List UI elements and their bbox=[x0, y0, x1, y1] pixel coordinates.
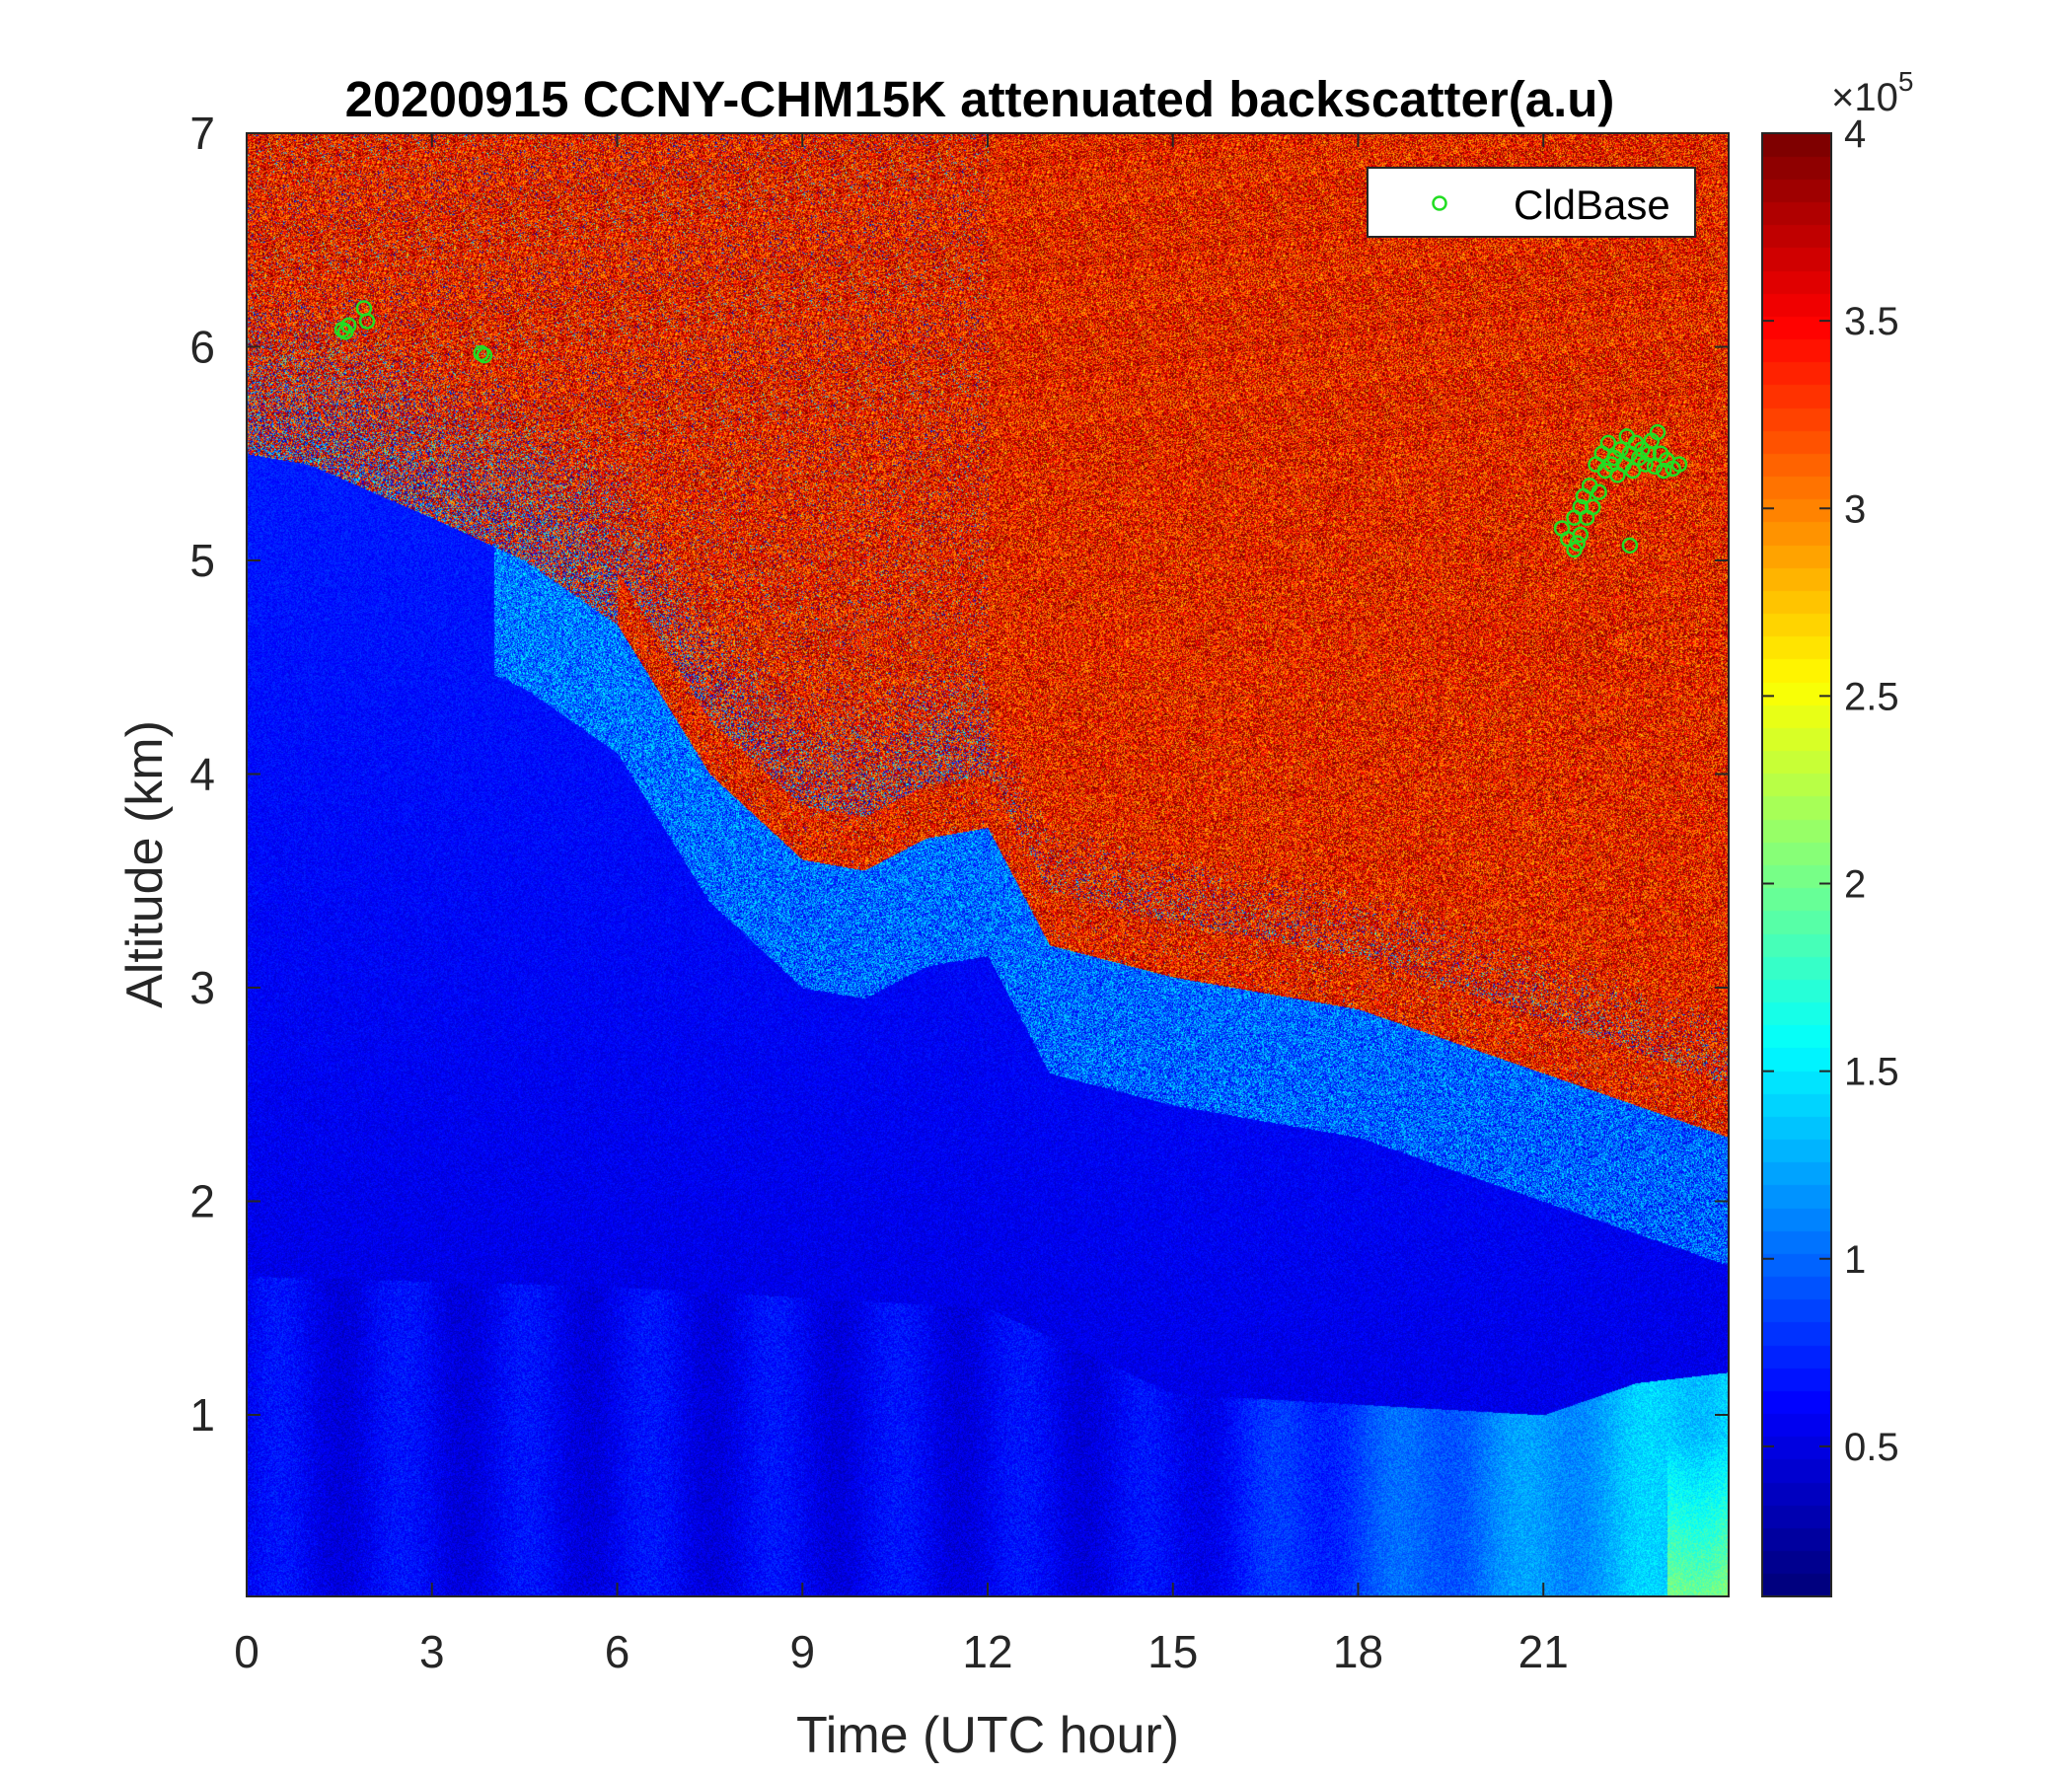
legend-box bbox=[1367, 167, 1696, 238]
y-tick-label: 3 bbox=[189, 962, 215, 1013]
colorbar-tick-label: 1.5 bbox=[1844, 1051, 1899, 1094]
y-tick-label: 2 bbox=[189, 1175, 215, 1226]
backscatter-heatmap bbox=[247, 133, 1729, 1596]
x-tick-label: 12 bbox=[962, 1626, 1012, 1677]
cldbase-point bbox=[1670, 456, 1688, 473]
colorbar-multiplier: ×105 bbox=[1831, 66, 1913, 119]
x-tick-label: 6 bbox=[605, 1626, 630, 1677]
colorbar-tick-label: 3.5 bbox=[1844, 300, 1899, 343]
y-axis: 1 2 3 4 5 6 7 bbox=[189, 108, 1729, 1441]
cldbase-point bbox=[1585, 498, 1601, 516]
y-axis-label: Altitude (km) bbox=[116, 720, 174, 1008]
colorbar-exponent: 5 bbox=[1898, 66, 1914, 97]
x-tick-label: 9 bbox=[789, 1626, 815, 1677]
x-tick-label: 18 bbox=[1333, 1626, 1383, 1677]
cldbase-point bbox=[476, 346, 493, 364]
cldbase-point bbox=[1599, 434, 1617, 452]
colorbar-frame bbox=[1761, 132, 1832, 1597]
cldbase-point bbox=[1646, 458, 1664, 475]
x-axis-label: Time (UTC hour) bbox=[796, 1707, 1179, 1764]
cldbase-markers bbox=[333, 300, 1688, 558]
colorbar-tick-label: 4 bbox=[1844, 112, 1866, 156]
y-tick-label: 7 bbox=[189, 108, 215, 159]
cldbase-point bbox=[1569, 535, 1586, 552]
x-tick-label: 15 bbox=[1147, 1626, 1198, 1677]
colorbar-tick-label: 2 bbox=[1844, 863, 1866, 907]
cldbase-point bbox=[340, 317, 357, 334]
cldbase-point bbox=[1612, 441, 1629, 458]
colorbar-axis: 0.5 1 1.5 2 2.5 3 3.5 4 bbox=[1762, 112, 1899, 1469]
y-tick-label: 6 bbox=[189, 321, 215, 372]
x-tick-label: 0 bbox=[234, 1626, 259, 1677]
legend-marker-icon bbox=[1432, 195, 1447, 211]
colorbar-tick-label: 1 bbox=[1844, 1238, 1866, 1282]
colorbar bbox=[1762, 133, 1831, 1596]
colorbar-tick-label: 3 bbox=[1844, 487, 1866, 531]
x-tick-label: 21 bbox=[1518, 1626, 1569, 1677]
x-tick-label: 3 bbox=[419, 1626, 445, 1677]
cldbase-point bbox=[1591, 483, 1607, 500]
y-tick-label: 5 bbox=[189, 535, 215, 586]
legend: CldBase bbox=[1367, 167, 1696, 238]
x-axis: 0 3 6 9 12 15 18 21 bbox=[234, 133, 1569, 1677]
cldbase-point bbox=[1624, 462, 1642, 480]
cldbase-point bbox=[1572, 526, 1590, 544]
cldbase-point bbox=[1649, 423, 1666, 441]
cldbase-point bbox=[1621, 537, 1639, 555]
colorbar-tick-label: 2.5 bbox=[1844, 675, 1899, 718]
cldbase-point bbox=[473, 344, 490, 362]
cldbase-point bbox=[1656, 462, 1672, 480]
colorbar-tick-label: 0.5 bbox=[1844, 1426, 1899, 1469]
chart-title: 20200915 CCNY-CHM15K attenuated backscat… bbox=[345, 71, 1615, 127]
y-tick-label: 4 bbox=[189, 748, 215, 799]
legend-label-cldbase: CldBase bbox=[1514, 182, 1670, 228]
y-tick-label: 1 bbox=[189, 1389, 215, 1441]
cldbase-point bbox=[358, 313, 376, 330]
cldbase-point bbox=[1637, 456, 1654, 473]
